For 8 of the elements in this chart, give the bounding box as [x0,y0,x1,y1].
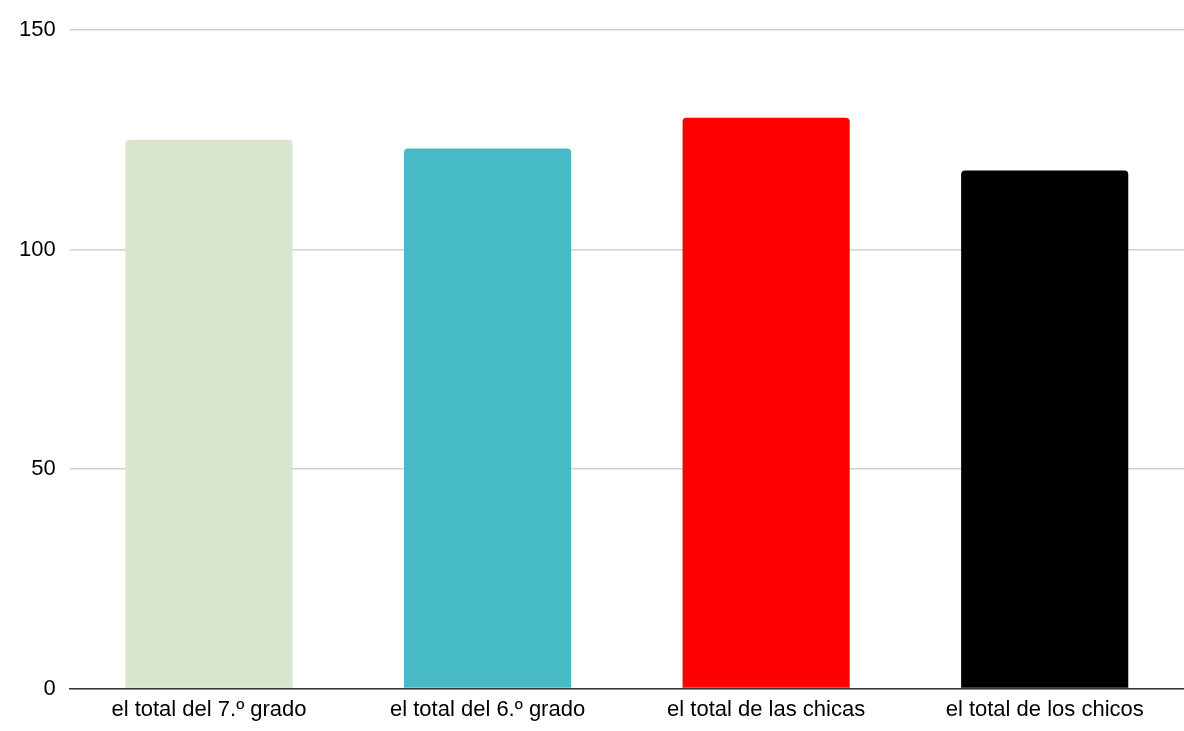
x-tick-label: el total de las chicas [667,695,866,721]
y-tick-label: 0 [43,674,56,700]
y-tick-label: 100 [18,235,56,261]
y-tick-label: 150 [18,16,56,42]
x-tick-label: el total del 6.º grado [389,695,586,721]
x-tick-label: el total de los chicos [945,695,1144,721]
y-tick-label: 50 [31,455,56,481]
x-tick-label: el total del 7.º grado [111,695,307,721]
